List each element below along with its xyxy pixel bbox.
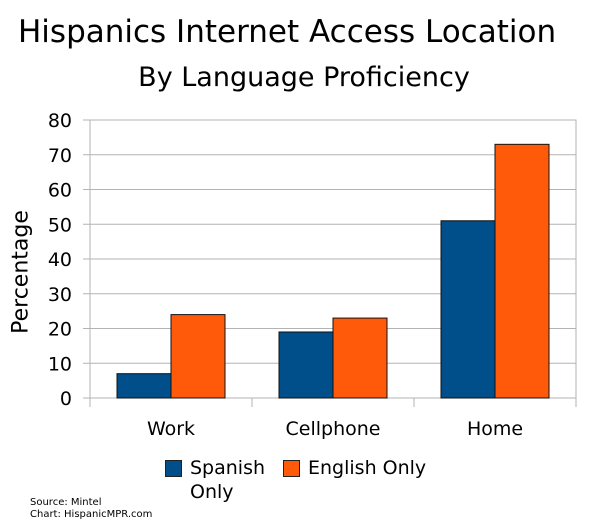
source-note: Source: Mintel Chart: HispanicMPR.com (30, 497, 152, 521)
legend-item-english-only: English Only (283, 456, 426, 480)
bar-spanish-only (116, 373, 172, 399)
source-line: Source: Mintel (30, 497, 102, 508)
chart-title: Hispanics Internet Access Location (18, 14, 557, 50)
bar-english-only (332, 317, 388, 399)
bar-spanish-only (278, 331, 334, 399)
y-tick-label: 0 (60, 388, 72, 410)
legend-label-spanish-only: Spanish Only (190, 457, 266, 503)
y-tick-label: 10 (48, 353, 72, 375)
bar-english-only (494, 143, 550, 399)
legend-swatch-english-only (283, 460, 300, 477)
x-tick-label: Cellphone (286, 418, 381, 440)
bar-english-only (170, 314, 226, 399)
y-tick-label: 50 (48, 214, 72, 236)
bar-spanish-only (440, 220, 496, 399)
x-tick-label: Work (147, 418, 195, 440)
x-tick-label: Home (467, 418, 523, 440)
y-tick-label: 80 (48, 110, 72, 132)
y-tick-label: 40 (48, 249, 72, 271)
y-tick-label: 60 (48, 180, 72, 202)
legend-swatch-spanish-only (165, 460, 182, 477)
legend-item-spanish-only: Spanish Only (165, 456, 270, 504)
y-tick-label: 20 (48, 319, 72, 341)
legend-label-english-only: English Only (308, 457, 427, 479)
y-tick-label: 70 (48, 145, 72, 167)
chart-subtitle: By Language Proficiency (138, 62, 470, 93)
y-tick-label: 30 (48, 284, 72, 306)
chart-credit-line: Chart: HispanicMPR.com (30, 509, 153, 520)
legend: Spanish Only English Only (165, 456, 485, 506)
